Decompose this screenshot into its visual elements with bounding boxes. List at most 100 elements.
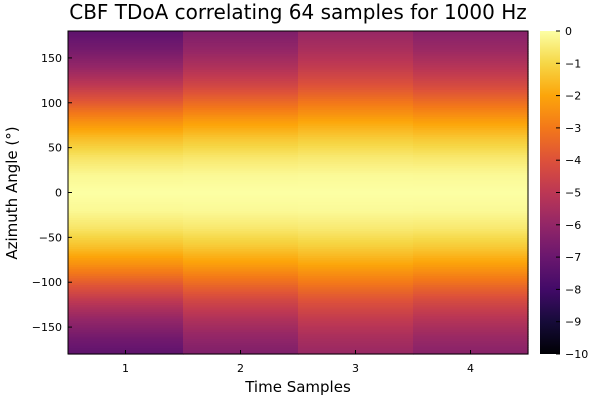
heatmap-cell xyxy=(298,199,414,203)
heatmap-cell xyxy=(413,60,529,63)
heatmap-cell xyxy=(298,322,414,326)
heatmap-cell xyxy=(298,271,414,274)
heatmap-cell xyxy=(68,161,184,164)
heatmap-cell xyxy=(183,223,299,227)
heatmap-cell xyxy=(68,84,184,88)
heatmap-cell xyxy=(298,179,414,182)
heatmap-cell xyxy=(413,277,529,281)
heatmap-cell xyxy=(413,46,529,50)
heatmap-cell xyxy=(68,313,184,317)
heatmap-cell xyxy=(183,167,299,171)
heatmap-cell xyxy=(183,39,299,43)
heatmap-cell xyxy=(68,237,184,241)
colorbar-tick-label: −2 xyxy=(565,90,581,103)
heatmap-cell xyxy=(413,96,529,99)
heatmap-cell xyxy=(413,154,529,158)
heatmap-cell xyxy=(298,69,414,72)
heatmap-cell xyxy=(298,31,414,34)
heatmap-cell xyxy=(68,102,184,106)
heatmap-cell xyxy=(68,221,184,225)
heatmap-cell xyxy=(68,87,184,90)
heatmap-cell xyxy=(183,156,299,160)
heatmap-cell xyxy=(413,188,529,191)
heatmap-cell xyxy=(183,60,299,63)
heatmap-cell xyxy=(413,161,529,164)
y-tick-label: 50 xyxy=(48,142,62,155)
heatmap-cell xyxy=(298,120,414,124)
heatmap-cell xyxy=(183,255,299,259)
heatmap-cell xyxy=(413,127,529,131)
heatmap-cell xyxy=(413,217,529,221)
heatmap-cell xyxy=(183,149,299,153)
heatmap-cell xyxy=(298,340,414,344)
heatmap-cell xyxy=(68,60,184,63)
heatmap-cell xyxy=(68,91,184,95)
heatmap-cell xyxy=(413,147,529,151)
heatmap-cell xyxy=(298,71,414,75)
colorbar xyxy=(540,31,560,354)
heatmap-cell xyxy=(413,268,529,272)
heatmap-cell xyxy=(183,188,299,191)
heatmap-cell xyxy=(183,172,299,176)
heatmap-cell xyxy=(183,69,299,72)
heatmap-cell xyxy=(183,127,299,131)
heatmap-cell xyxy=(183,89,299,93)
heatmap-cell xyxy=(183,46,299,50)
heatmap-cell xyxy=(68,333,184,337)
heatmap-cell xyxy=(183,266,299,270)
heatmap-cell xyxy=(183,48,299,52)
heatmap-cell xyxy=(413,145,529,149)
heatmap-cell xyxy=(298,75,414,79)
heatmap-cell xyxy=(183,232,299,236)
heatmap-cell xyxy=(413,223,529,227)
heatmap-cell xyxy=(298,262,414,265)
heatmap-cell xyxy=(183,109,299,113)
heatmap-cell xyxy=(183,183,299,187)
heatmap-cell xyxy=(298,221,414,225)
heatmap-cell xyxy=(183,268,299,272)
heatmap-cell xyxy=(413,172,529,176)
y-tick-label: 100 xyxy=(41,97,62,110)
chart-title: CBF TDoA correlating 64 samples for 1000… xyxy=(69,0,527,24)
heatmap-cell xyxy=(183,66,299,70)
heatmap-cell xyxy=(413,37,529,41)
heatmap-cell xyxy=(298,235,414,238)
heatmap-cell xyxy=(183,235,299,238)
heatmap-cell xyxy=(298,136,414,140)
heatmap-cell xyxy=(68,320,184,324)
heatmap-cell xyxy=(298,134,414,138)
heatmap-cell xyxy=(298,208,414,212)
heatmap-cell xyxy=(298,91,414,95)
heatmap-cell xyxy=(68,217,184,221)
heatmap-cell xyxy=(68,181,184,185)
heatmap-cell xyxy=(298,122,414,126)
heatmap-cell xyxy=(298,183,414,187)
heatmap-cell xyxy=(298,228,414,232)
heatmap-cell xyxy=(413,315,529,319)
heatmap-cell xyxy=(413,192,529,196)
heatmap-cell xyxy=(413,93,529,97)
heatmap-cell xyxy=(68,315,184,319)
heatmap-cell xyxy=(68,196,184,200)
heatmap-cell xyxy=(68,174,184,178)
heatmap-cell xyxy=(298,277,414,281)
heatmap-cell xyxy=(183,145,299,149)
heatmap-cell xyxy=(68,57,184,61)
heatmap-cell xyxy=(68,304,184,308)
heatmap-cell xyxy=(413,232,529,236)
heatmap-cell xyxy=(298,347,414,351)
heatmap-cell xyxy=(68,143,184,146)
heatmap-cell xyxy=(68,82,184,86)
heatmap-cell xyxy=(298,266,414,270)
heatmap-cell xyxy=(413,271,529,274)
heatmap-cell xyxy=(413,241,529,245)
heatmap-cell xyxy=(68,250,184,254)
heatmap-cell xyxy=(413,73,529,77)
heatmap-cell xyxy=(68,111,184,115)
heatmap-cell xyxy=(183,241,299,245)
heatmap-cell xyxy=(298,158,414,162)
heatmap-cell xyxy=(298,239,414,243)
heatmap-cell xyxy=(68,170,184,173)
heatmap-cell xyxy=(183,210,299,214)
heatmap-cell xyxy=(183,75,299,79)
